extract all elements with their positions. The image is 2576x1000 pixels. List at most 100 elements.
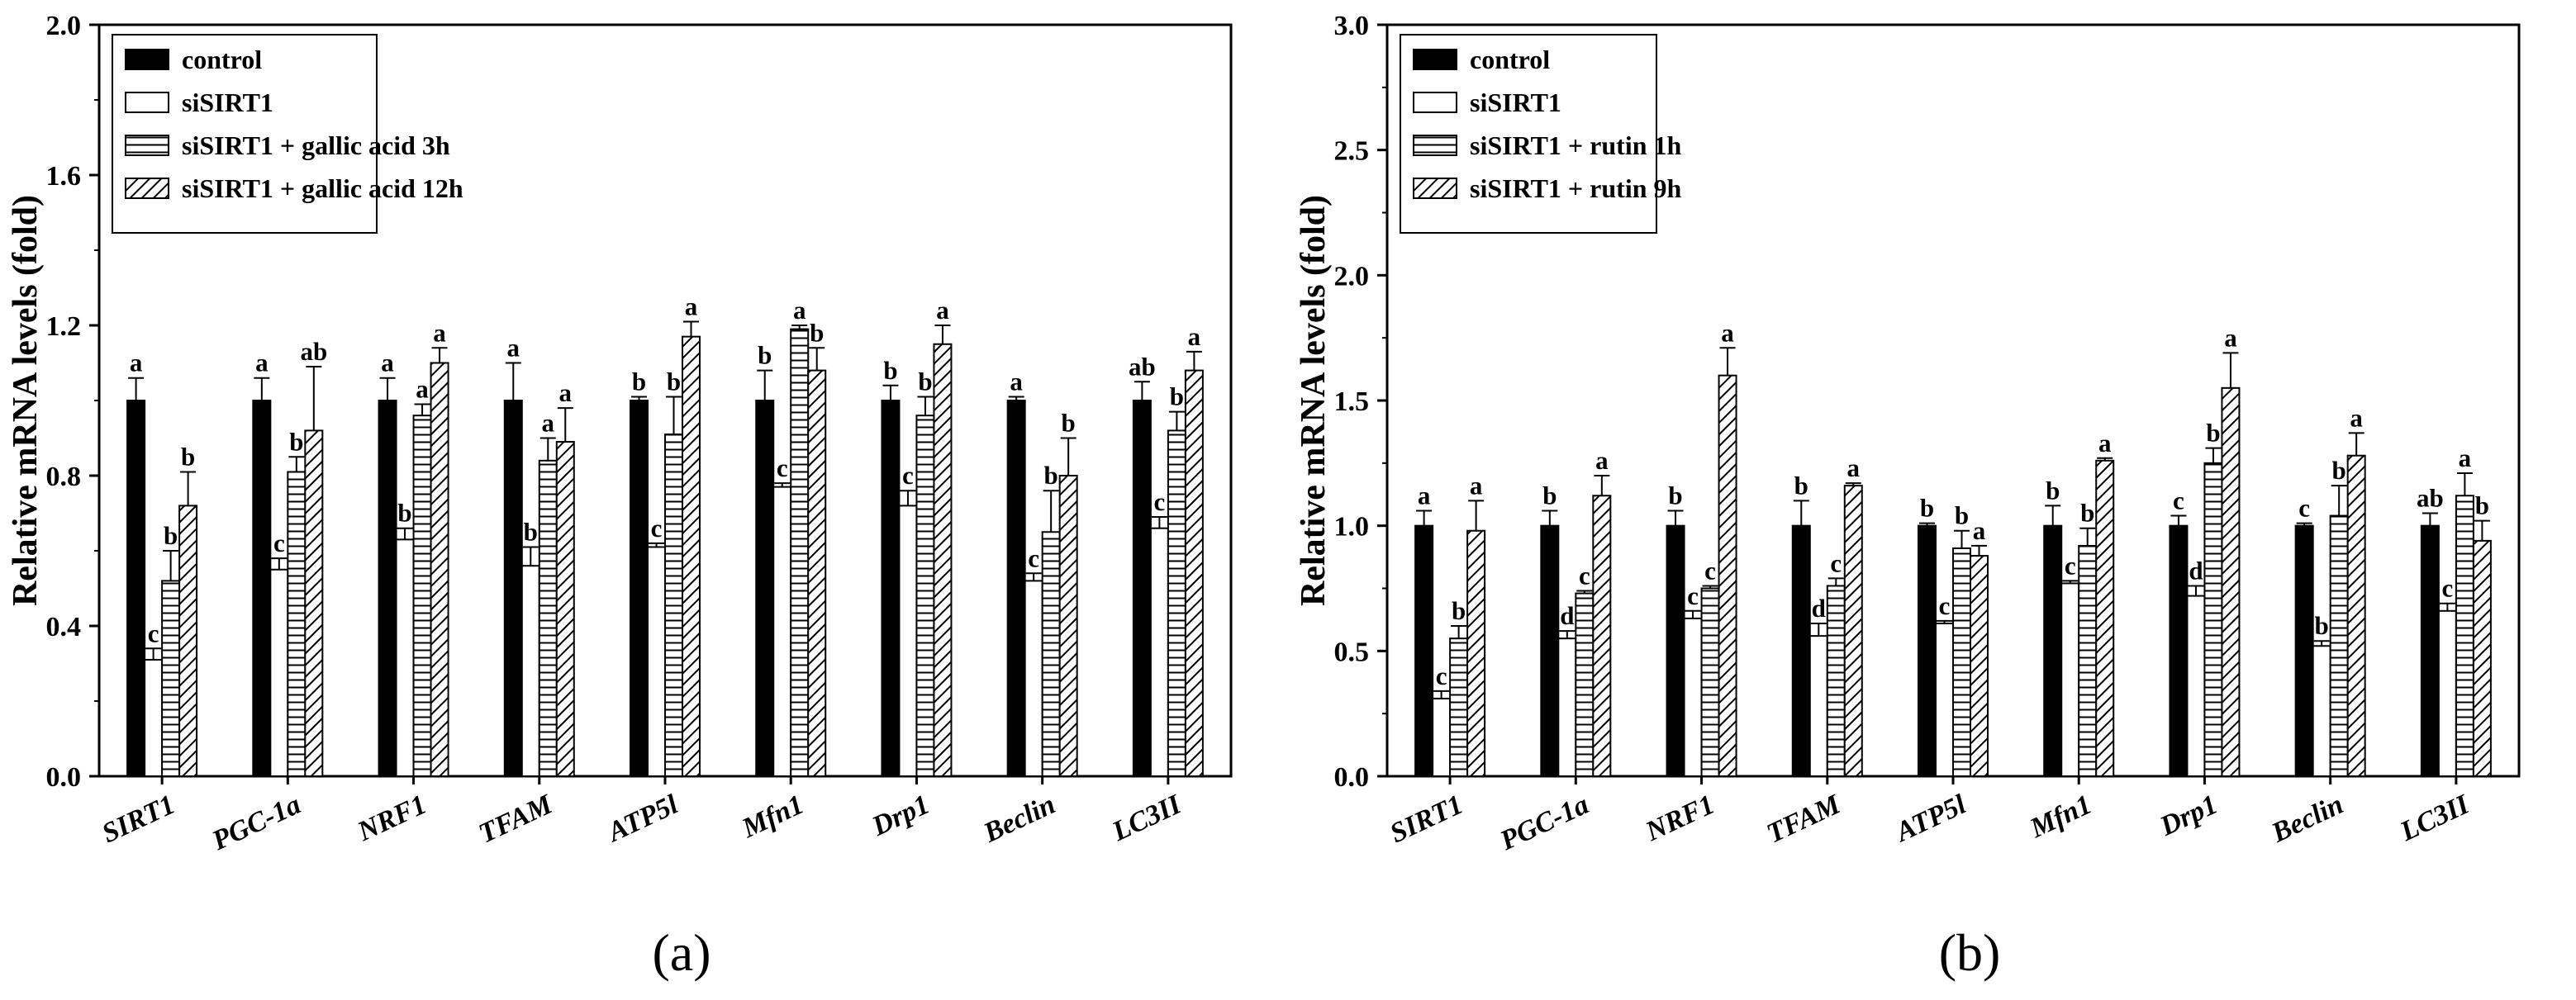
category-label: SIRT1 bbox=[97, 789, 180, 850]
significance-label: b bbox=[524, 517, 538, 546]
bar-lc3ii-series-2 bbox=[1149, 527, 1169, 777]
significance-label: a bbox=[1595, 446, 1609, 475]
bar-nrf1-series-2 bbox=[395, 538, 415, 777]
bar-mfn1-series-2 bbox=[772, 486, 792, 778]
category-label: Mfn1 bbox=[2025, 789, 2097, 845]
significance-label: c bbox=[1028, 543, 1039, 572]
bar-nrf1-series-3 bbox=[412, 415, 432, 777]
bar-beclin-series-4 bbox=[2346, 454, 2366, 777]
bar-tfam-series-1 bbox=[503, 400, 523, 777]
bar-beclin-series-3 bbox=[2329, 514, 2349, 777]
chart-b-svg: 0.0 0.5 1.0 1.5 2.0 2.5 3.0 Relative mRNA level… bbox=[1295, 11, 2521, 982]
bar-beclin-series-4 bbox=[1058, 475, 1078, 777]
bar-pgc-1a-series-1 bbox=[1540, 524, 1560, 778]
significance-label: b bbox=[2475, 491, 2489, 520]
significance-label: c bbox=[2173, 486, 2184, 515]
bar-pgc-1a-series-3 bbox=[1575, 592, 1595, 777]
bar-tfam-series-4 bbox=[1843, 485, 1863, 778]
bar-pgc-1a-series-2 bbox=[1557, 637, 1577, 778]
significance-label: a bbox=[507, 334, 520, 363]
category-label: PGC-1a bbox=[1495, 789, 1593, 857]
significance-label: c bbox=[902, 461, 914, 490]
category-label: TFAM bbox=[1762, 789, 1846, 850]
bar-nrf1-series-4 bbox=[1718, 374, 1737, 777]
significance-label: c bbox=[2065, 551, 2076, 580]
legend-swatch bbox=[125, 178, 169, 199]
y-tick-label: 1.0 bbox=[1334, 512, 1370, 543]
significance-label: b bbox=[181, 442, 195, 471]
bar-atp5l-series-2 bbox=[647, 546, 666, 777]
bar-sirt1-series-1 bbox=[126, 400, 146, 777]
significance-label: b bbox=[1452, 596, 1466, 625]
y-tick-label: 1.2 bbox=[46, 311, 82, 342]
legend-swatch bbox=[1413, 178, 1457, 199]
significance-label: c bbox=[651, 514, 663, 543]
significance-label: b bbox=[164, 521, 178, 550]
bar-sirt1-series-4 bbox=[1466, 529, 1486, 777]
bar-mfn1-series-3 bbox=[790, 328, 810, 777]
bar-lc3ii-series-3 bbox=[2455, 495, 2474, 777]
bar-atp5l-series-1 bbox=[1918, 524, 1937, 778]
bar-lc3ii-series-3 bbox=[1167, 429, 1186, 778]
bar-drp1-series-3 bbox=[2203, 462, 2223, 777]
bar-tfam-series-2 bbox=[1808, 635, 1828, 778]
bar-atp5l-series-2 bbox=[1935, 622, 1954, 778]
significance-label: a bbox=[1721, 318, 1734, 347]
bar-sirt1-series-2 bbox=[144, 658, 164, 778]
significance-label: ab bbox=[2417, 484, 2444, 513]
category-label: SIRT1 bbox=[1385, 789, 1468, 850]
bar-nrf1-series-2 bbox=[1683, 617, 1703, 778]
significance-label: a bbox=[1418, 481, 1431, 509]
bar-pgc-1a-series-2 bbox=[269, 568, 289, 777]
significance-label: d bbox=[2189, 556, 2203, 585]
significance-label: a bbox=[542, 409, 555, 438]
bar-tfam-series-4 bbox=[555, 441, 575, 777]
significance-label: a bbox=[793, 296, 806, 325]
bar-nrf1-series-4 bbox=[430, 362, 449, 777]
bar-mfn1-series-3 bbox=[2078, 544, 2098, 778]
significance-label: b bbox=[883, 356, 897, 385]
bar-beclin-series-1 bbox=[1006, 400, 1026, 777]
significance-label: b bbox=[1920, 494, 1934, 523]
legend-entry: siSIRT1 + rutin 1h bbox=[1470, 130, 1682, 160]
significance-label: c bbox=[1154, 487, 1166, 516]
significance-label: ab bbox=[300, 337, 327, 366]
significance-label: c bbox=[148, 618, 159, 647]
legend-entry: siSIRT1 + gallic acid 3h bbox=[182, 130, 450, 160]
significance-label: d bbox=[1812, 594, 1826, 623]
significance-label: b bbox=[810, 318, 824, 347]
significance-label: b bbox=[1955, 501, 1969, 530]
bar-nrf1-series-3 bbox=[1700, 587, 1720, 777]
significance-label: a bbox=[255, 348, 269, 377]
significance-label: a bbox=[936, 296, 949, 325]
significance-label: b bbox=[667, 367, 681, 396]
significance-label: c bbox=[1579, 562, 1590, 590]
bar-atp5l-series-1 bbox=[630, 400, 649, 777]
bar-mfn1-series-1 bbox=[2043, 524, 2063, 778]
category-label: Beclin bbox=[978, 789, 1060, 849]
y-tick-label: 0.0 bbox=[1334, 762, 1370, 793]
category-label: Drp1 bbox=[2155, 789, 2222, 842]
bar-tfam-series-1 bbox=[1791, 524, 1811, 778]
bar-sirt1-series-3 bbox=[161, 580, 181, 778]
significance-label: b bbox=[1542, 481, 1557, 509]
bar-drp1-series-2 bbox=[2186, 595, 2206, 777]
bar-atp5l-series-3 bbox=[1952, 547, 1971, 777]
significance-label: c bbox=[1704, 556, 1716, 585]
y-tick-label: 2.5 bbox=[1334, 136, 1370, 167]
significance-label: a bbox=[2098, 429, 2112, 457]
bar-pgc-1a-series-4 bbox=[304, 429, 324, 778]
significance-label: a bbox=[381, 348, 394, 377]
significance-label: b bbox=[2206, 419, 2220, 448]
significance-label: a bbox=[1010, 367, 1023, 396]
significance-label: c bbox=[273, 528, 285, 557]
significance-label: a bbox=[416, 375, 429, 404]
significance-label: b bbox=[758, 341, 772, 370]
bar-pgc-1a-series-1 bbox=[252, 400, 272, 777]
category-label: NRF1 bbox=[1641, 789, 1719, 848]
chart-a-svg: 0.0 0.4 0.8 1.2 1.6 2.0 Relative mRNA levels (… bbox=[7, 11, 1233, 982]
bar-nrf1-series-1 bbox=[378, 400, 397, 777]
bar-atp5l-series-4 bbox=[1970, 555, 1989, 777]
bar-mfn1-series-2 bbox=[2060, 582, 2080, 778]
bar-lc3ii-series-4 bbox=[1184, 369, 1204, 777]
